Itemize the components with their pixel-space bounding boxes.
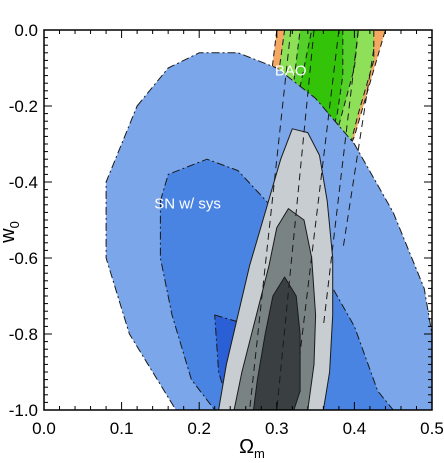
y-tick-label: 0.0: [14, 21, 38, 40]
bao-guide-line: [249, 30, 292, 410]
annotation-bao: BAO: [275, 63, 307, 80]
y-tick-label: -1.0: [9, 401, 38, 420]
contour-regions: [105, 30, 432, 410]
x-tick-label: 0.0: [32, 419, 56, 438]
x-tick-label: 0.3: [265, 419, 289, 438]
x-tick-label: 0.1: [110, 419, 134, 438]
y-tick-label: -0.6: [9, 249, 38, 268]
bao-guide-line: [276, 30, 315, 410]
tick-labels: 0.0 0.1 0.2 0.3 0.4 0.5 0.0 -0.2 -0.4 -0.6 -0.8 -1.…: [9, 21, 444, 438]
y-tick-label: -0.8: [9, 325, 38, 344]
bao-guide-line: [322, 30, 359, 327]
x-axis-label: Ωm: [239, 436, 265, 461]
region-combined-inner: [253, 276, 301, 410]
y-tick-label: -0.4: [9, 173, 38, 192]
annotation-sn-w-sys: SN w/ sys: [154, 196, 221, 213]
x-tick-label: 0.4: [343, 419, 367, 438]
x-tick-label: 0.2: [187, 419, 211, 438]
bao-guide-line: [299, 30, 340, 354]
y-tick-label: -0.2: [9, 97, 38, 116]
bao-guide-line: [342, 48, 375, 251]
x-tick-label: 0.5: [420, 419, 444, 438]
y-axis-label: w0: [0, 221, 22, 244]
axis-ticks: [43, 29, 433, 411]
